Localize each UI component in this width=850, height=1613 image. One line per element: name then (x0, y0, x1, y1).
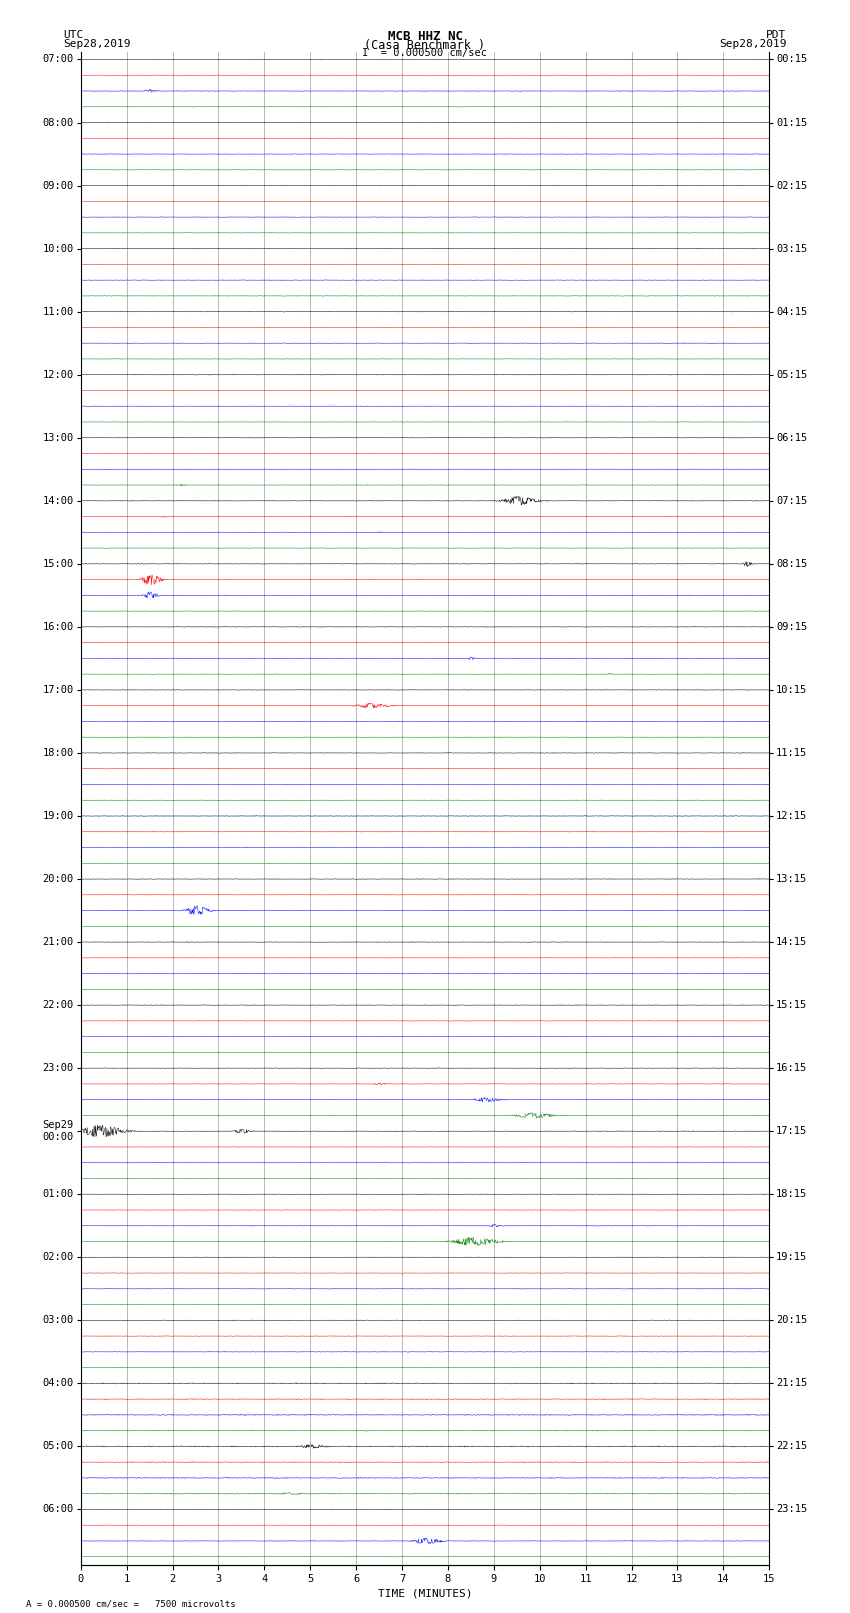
Text: MCB HHZ NC: MCB HHZ NC (388, 31, 462, 44)
Text: (Casa Benchmark ): (Casa Benchmark ) (365, 39, 485, 52)
Text: Sep28,2019: Sep28,2019 (719, 39, 786, 48)
Text: PDT: PDT (766, 31, 786, 40)
Text: Sep28,2019: Sep28,2019 (64, 39, 131, 48)
X-axis label: TIME (MINUTES): TIME (MINUTES) (377, 1589, 473, 1598)
Text: UTC: UTC (64, 31, 84, 40)
Text: A = 0.000500 cm/sec =   7500 microvolts: A = 0.000500 cm/sec = 7500 microvolts (26, 1598, 235, 1608)
Text: I  = 0.000500 cm/sec: I = 0.000500 cm/sec (362, 47, 488, 58)
